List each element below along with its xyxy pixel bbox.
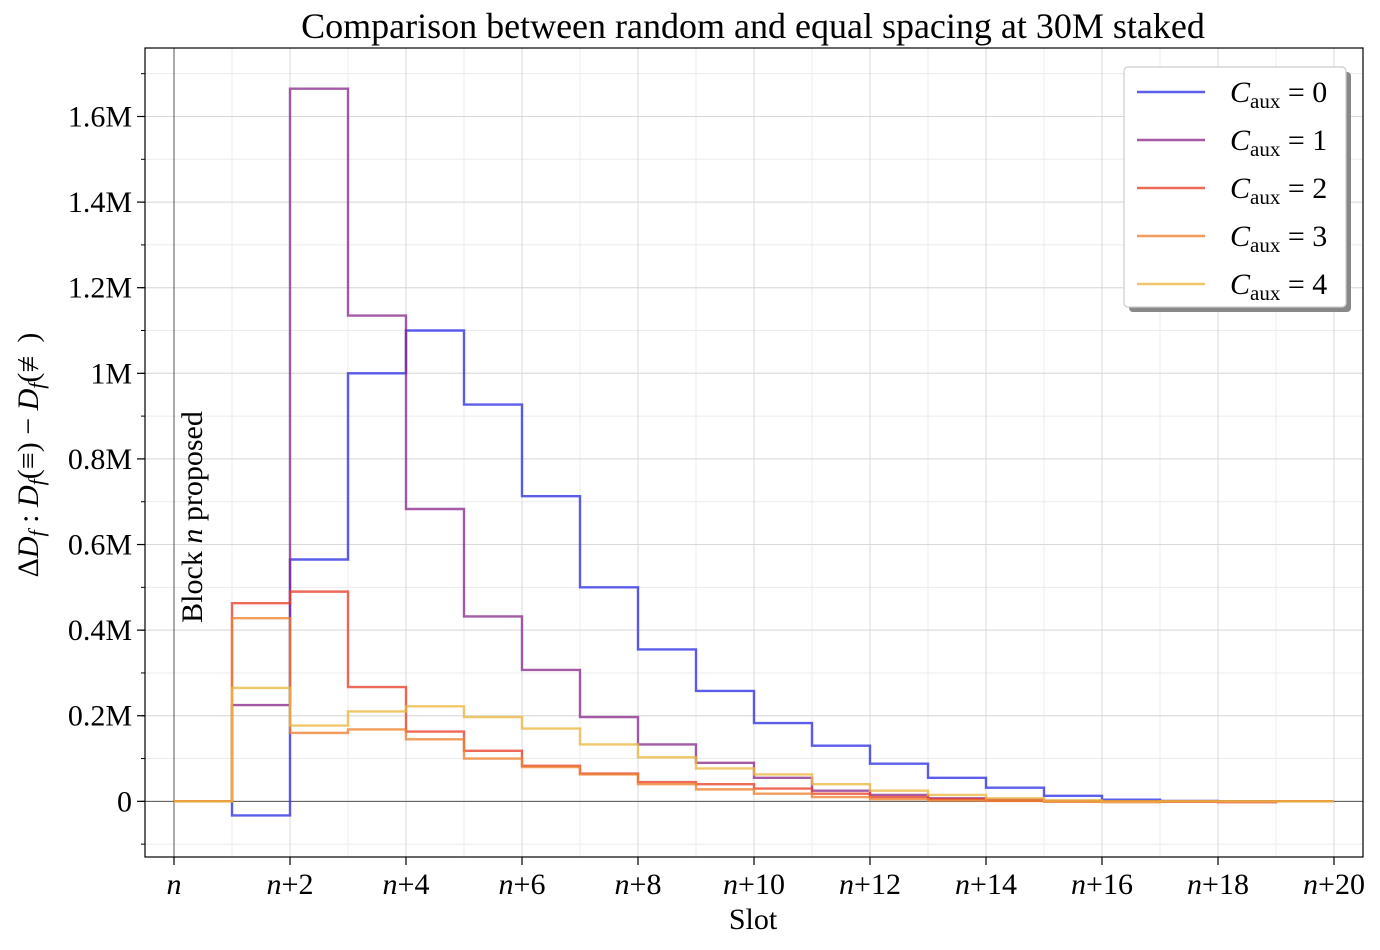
ylabel-d2: D	[12, 485, 45, 508]
x-tick-label: n+12	[839, 868, 901, 901]
ylabel-colon: :	[12, 507, 45, 530]
x-tick-label: n	[167, 868, 182, 901]
x-tick-label: n+16	[1071, 868, 1133, 901]
y-tick-label: 0	[117, 785, 132, 818]
y-tick-label: 1.2M	[68, 272, 132, 305]
y-tick-label: 1.6M	[68, 100, 132, 133]
series-line-caux-3	[174, 616, 1334, 804]
y-tick-label: 1.4M	[68, 186, 132, 219]
x-tick-label: n+18	[1187, 868, 1249, 901]
ylabel-f2: f	[24, 476, 49, 485]
annotation-n: n	[176, 529, 209, 544]
ylabel-equiv: (≡)	[12, 442, 45, 479]
ylabel-f: f	[24, 527, 49, 536]
ylabel-delta: Δ	[12, 558, 45, 577]
legend-label: Caux = 0	[1230, 76, 1327, 113]
axis-ticks	[137, 73, 1335, 865]
ylabel-f3: f	[24, 380, 49, 389]
annotation-pre: Block	[176, 544, 209, 623]
x-tick-label: n+14	[955, 868, 1017, 901]
x-tick-label: n+2	[267, 868, 314, 901]
series-line-caux-4	[174, 686, 1334, 803]
x-tick-label: n+20	[1303, 868, 1365, 901]
series-layer	[174, 87, 1334, 817]
x-axis-label: Slot	[729, 903, 778, 936]
legend-label: Caux = 2	[1230, 172, 1327, 209]
x-tick-label: n+4	[383, 868, 430, 901]
y-tick-label: 1M	[90, 357, 132, 390]
y-axis-label: ΔDf : Df(≡) − Df(≢)	[12, 333, 49, 578]
annotation-post: proposed	[176, 411, 209, 528]
legend-box	[1123, 66, 1347, 308]
legend: Caux = 0 Caux = 1 Caux = 2 Caux = 3 Caux = 4	[1123, 66, 1351, 312]
ylabel-d: D	[12, 536, 45, 559]
ylabel-d3: D	[12, 388, 45, 411]
legend-label: Caux = 1	[1230, 124, 1327, 161]
legend-label: Caux = 3	[1230, 220, 1327, 257]
x-tick-labels: n n+2 n+4 n+6 n+8 n+10 n+12 n+14 n+16 n+18 n+20	[167, 868, 1365, 901]
ylabel-minus: −	[12, 410, 45, 442]
x-tick-label: n+8	[615, 868, 662, 901]
y-tick-label: 0.8M	[68, 443, 132, 476]
y-tick-label: 0.2M	[68, 700, 132, 733]
chart-title: Comparison between random and equal spac…	[301, 6, 1205, 46]
y-tick-label: 0.6M	[68, 529, 132, 562]
ylabel-nequiv: (≢)	[12, 333, 45, 383]
block-proposed-annotation: Block n proposed	[176, 411, 209, 623]
legend-label: Caux = 4	[1230, 268, 1327, 305]
y-tick-labels: 0 0.2M 0.4M 0.6M 0.8M 1M 1.2M 1.4M 1.6M	[68, 100, 132, 818]
y-tick-label: 0.4M	[68, 614, 132, 647]
series-line-caux-0	[174, 329, 1334, 817]
x-tick-label: n+6	[499, 868, 546, 901]
x-tick-label: n+10	[723, 868, 785, 901]
